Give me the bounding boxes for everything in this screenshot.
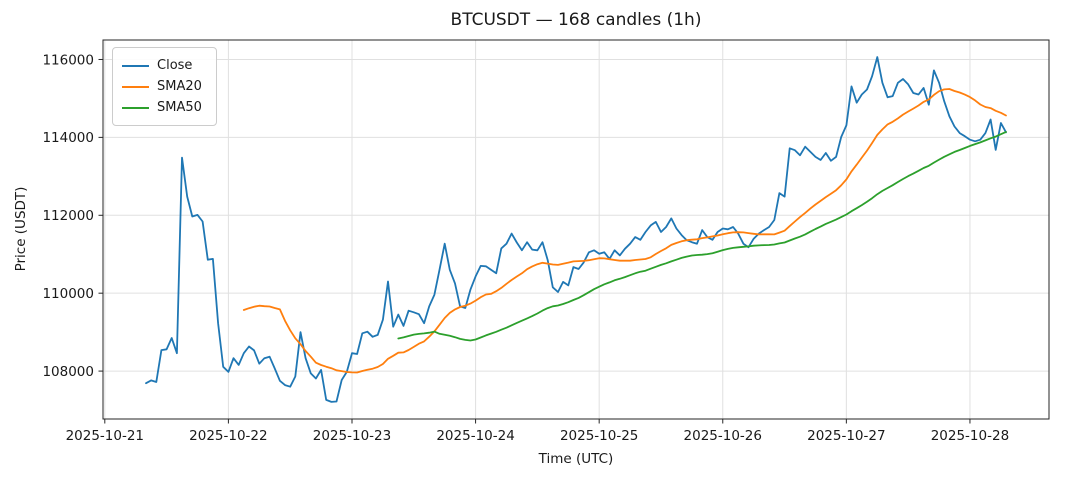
x-tick-label: 2025-10-24	[436, 428, 514, 444]
legend-label: SMA50	[157, 100, 202, 115]
x-tick-label: 2025-10-23	[313, 428, 391, 444]
close-line	[145, 56, 1007, 403]
legend: Close SMA20 SMA50	[112, 47, 217, 126]
sma50-line	[397, 130, 1007, 342]
x-tick-label: 2025-10-28	[931, 428, 1009, 444]
y-tick-label: 108000	[42, 364, 94, 380]
legend-line-swatch	[122, 106, 149, 109]
legend-item-sma50: SMA50	[122, 97, 206, 118]
y-tick-label: 116000	[42, 52, 94, 68]
sma20-line	[242, 88, 1007, 374]
x-tick-label: 2025-10-25	[560, 428, 638, 444]
legend-line-swatch	[122, 64, 149, 67]
plot-border	[102, 39, 1050, 420]
x-tick-label: 2025-10-22	[189, 428, 267, 444]
legend-label: Close	[157, 58, 193, 73]
x-tick-label: 2025-10-26	[684, 428, 762, 444]
x-tick-label: 2025-10-27	[807, 428, 885, 444]
y-tick-label: 110000	[42, 286, 94, 302]
legend-line-swatch	[122, 85, 149, 88]
chart-title: BTCUSDT — 168 candles (1h)	[450, 10, 702, 30]
x-axis-label: Time (UTC)	[538, 451, 614, 467]
legend-item-close: Close	[122, 55, 206, 76]
x-tick-label: 2025-10-21	[66, 428, 144, 444]
y-tick-label: 112000	[42, 208, 94, 224]
y-tick-label: 114000	[42, 130, 94, 146]
legend-item-sma20: SMA20	[122, 76, 206, 97]
legend-label: SMA20	[157, 79, 202, 94]
y-axis-label: Price (USDT)	[13, 186, 29, 272]
